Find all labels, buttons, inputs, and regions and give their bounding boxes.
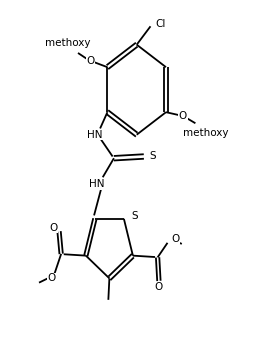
Text: S: S [131, 211, 138, 221]
Text: O: O [179, 111, 187, 121]
Text: O: O [86, 56, 95, 66]
Text: HN: HN [89, 179, 105, 189]
Text: O: O [47, 273, 55, 283]
Text: HN: HN [87, 130, 102, 140]
Text: O: O [171, 234, 179, 244]
Text: methoxy: methoxy [45, 38, 90, 47]
Text: S: S [150, 151, 156, 162]
Text: O: O [155, 282, 163, 292]
Text: methoxy: methoxy [183, 128, 229, 138]
Text: O: O [49, 223, 58, 233]
Text: Cl: Cl [155, 19, 165, 29]
